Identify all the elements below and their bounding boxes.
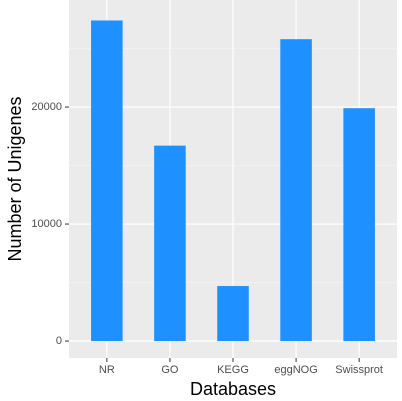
y-tick-label: 10000 — [31, 218, 62, 230]
x-tick-label: Swissprot — [335, 364, 383, 376]
bar — [154, 145, 186, 342]
bar — [217, 286, 249, 342]
x-tick-label: eggNOG — [274, 364, 317, 376]
x-tick-label: NR — [99, 364, 115, 376]
x-tick-label: GO — [161, 364, 179, 376]
y-axis-title: Number of Unigenes — [5, 96, 25, 261]
x-tick-label: KEGG — [217, 364, 249, 376]
bar — [280, 39, 312, 342]
y-tick-label: 0 — [56, 335, 62, 347]
x-axis-title: Databases — [190, 379, 276, 399]
y-tick-label: 20000 — [31, 101, 62, 113]
bar — [91, 20, 123, 342]
bar — [343, 108, 375, 342]
